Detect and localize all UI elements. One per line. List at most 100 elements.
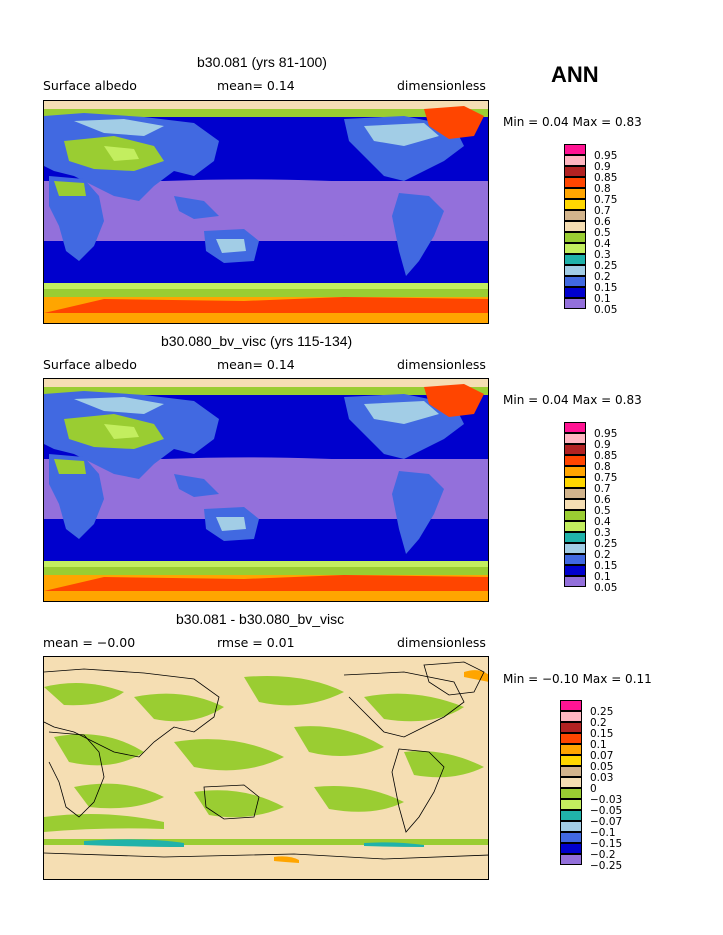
colorbar-swatch (560, 777, 582, 788)
panel3-rmse-label: rmse = 0.01 (217, 635, 295, 650)
colorbar-swatch (564, 422, 586, 433)
colorbar-tick-label: 0.9 (594, 161, 611, 173)
colorbar-tick-label: −0.15 (590, 838, 623, 850)
colorbar-swatch (564, 144, 586, 155)
colorbar-swatch (560, 832, 582, 843)
colorbar-swatch (564, 287, 586, 298)
colorbar-swatch (564, 177, 586, 188)
colorbar-tick-label: −0.25 (590, 860, 623, 872)
colorbar-tick-label: 0.15 (594, 560, 618, 572)
colorbar-tick-label: 0.2 (594, 549, 611, 561)
panel1-units-label: dimensionless (397, 78, 486, 93)
panel1-albedo-map (43, 100, 489, 324)
season-label: ANN (551, 62, 599, 87)
colorbar-tick-label: 0.9 (594, 439, 611, 451)
colorbar-swatch (564, 210, 586, 221)
panel2-albedo-map (43, 378, 489, 602)
panel2-minmax: Min = 0.04 Max = 0.83 (503, 393, 642, 407)
colorbar-swatch (564, 188, 586, 199)
colorbar-tick-label: 0.05 (590, 761, 614, 773)
colorbar-swatch (564, 532, 586, 543)
colorbar-tick-label: 0.8 (594, 183, 611, 195)
colorbar-swatch (560, 821, 582, 832)
colorbar-swatch (564, 155, 586, 166)
colorbar-swatch (564, 265, 586, 276)
colorbar-swatch (564, 477, 586, 488)
colorbar-swatch (564, 254, 586, 265)
colorbar-tick-label: 0.75 (594, 472, 618, 484)
panel1-colorbar (564, 144, 586, 309)
panel3-minmax: Min = −0.10 Max = 0.11 (503, 672, 652, 686)
colorbar-swatch (564, 488, 586, 499)
colorbar-swatch (564, 499, 586, 510)
colorbar-swatch (560, 711, 582, 722)
panel3-units-label: dimensionless (397, 635, 486, 650)
colorbar-swatch (564, 543, 586, 554)
panel2-mean-label: mean= 0.14 (217, 357, 295, 372)
colorbar-tick-label: −0.1 (590, 827, 616, 839)
colorbar-tick-label: 0.8 (594, 461, 611, 473)
colorbar-tick-label: 0.7 (594, 483, 611, 495)
colorbar-swatch (560, 788, 582, 799)
panel3-colorbar (560, 700, 582, 865)
panel1-title: b30.081 (yrs 81-100) (197, 54, 327, 70)
colorbar-tick-label: 0.07 (590, 750, 614, 762)
colorbar-swatch (564, 565, 586, 576)
colorbar-tick-label: 0.85 (594, 450, 618, 462)
panel1-minmax: Min = 0.04 Max = 0.83 (503, 115, 642, 129)
panel1-variable-label: Surface albedo (43, 78, 137, 93)
colorbar-swatch (560, 766, 582, 777)
colorbar-tick-label: 0.6 (594, 216, 611, 228)
colorbar-swatch (560, 722, 582, 733)
colorbar-swatch (564, 521, 586, 532)
colorbar-swatch (564, 433, 586, 444)
colorbar-tick-label: 0.6 (594, 494, 611, 506)
colorbar-tick-label: 0.3 (594, 249, 611, 261)
colorbar-swatch (564, 576, 586, 587)
panel2-units-label: dimensionless (397, 357, 486, 372)
colorbar-swatch (560, 854, 582, 865)
colorbar-swatch (564, 232, 586, 243)
colorbar-tick-label: −0.03 (590, 794, 623, 806)
panel2-colorbar (564, 422, 586, 587)
panel3-title: b30.081 - b30.080_bv_visc (176, 611, 345, 627)
colorbar-tick-label: 0.25 (590, 706, 614, 718)
colorbar-swatch (560, 810, 582, 821)
colorbar-tick-label: 0.95 (594, 150, 618, 162)
colorbar-tick-label: 0.85 (594, 172, 618, 184)
colorbar-tick-label: −0.05 (590, 805, 623, 817)
colorbar-swatch (564, 298, 586, 309)
colorbar-tick-label: 0.03 (590, 772, 614, 784)
colorbar-tick-label: 0.2 (590, 717, 607, 729)
panel1-mean-label: mean= 0.14 (217, 78, 295, 93)
colorbar-tick-label: 0.4 (594, 238, 611, 250)
colorbar-swatch (564, 199, 586, 210)
panel2-title: b30.080_bv_visc (yrs 115-134) (161, 333, 353, 349)
colorbar-swatch (564, 221, 586, 232)
colorbar-swatch (564, 276, 586, 287)
colorbar-tick-label: 0.2 (594, 271, 611, 283)
panel3-difference-map (43, 656, 489, 880)
panel2-variable-label: Surface albedo (43, 357, 137, 372)
colorbar-tick-label: 0.1 (590, 739, 607, 751)
colorbar-tick-label: 0.25 (594, 260, 618, 272)
colorbar-swatch (560, 799, 582, 810)
colorbar-swatch (560, 733, 582, 744)
colorbar-swatch (560, 755, 582, 766)
colorbar-swatch (560, 744, 582, 755)
colorbar-tick-label: 0.25 (594, 538, 618, 550)
colorbar-tick-label: 0.5 (594, 227, 611, 239)
colorbar-swatch (564, 243, 586, 254)
colorbar-swatch (560, 843, 582, 854)
colorbar-swatch (564, 466, 586, 477)
colorbar-swatch (564, 554, 586, 565)
colorbar-swatch (564, 455, 586, 466)
colorbar-tick-label: 0.7 (594, 205, 611, 217)
colorbar-tick-label: 0.3 (594, 527, 611, 539)
colorbar-tick-label: 0.15 (594, 282, 618, 294)
panel3-mean-label: mean = −0.00 (43, 635, 136, 650)
colorbar-tick-label: −0.07 (590, 816, 623, 828)
colorbar-tick-label: 0.1 (594, 293, 611, 305)
colorbar-tick-label: 0.15 (590, 728, 614, 740)
colorbar-swatch (564, 166, 586, 177)
